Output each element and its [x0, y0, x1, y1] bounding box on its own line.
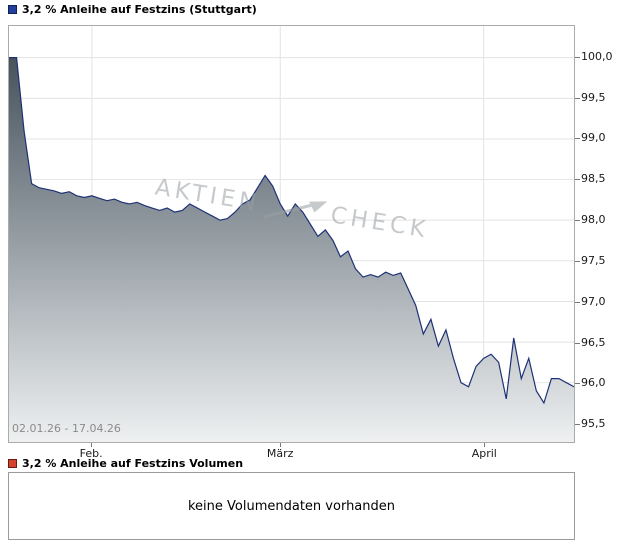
y-axis-label: 96,5: [581, 335, 606, 349]
y-axis-label: 98,5: [581, 172, 606, 186]
y-axis-tick: [575, 220, 580, 222]
y-axis-tick: [575, 138, 580, 140]
volume-message: keine Volumendaten vorhanden: [187, 498, 396, 514]
y-axis-label: 98,0: [581, 213, 606, 227]
y-axis-tick: [575, 260, 580, 262]
y-axis-tick: [575, 424, 580, 426]
date-range-label: 02.01.26 - 17.04.26: [12, 422, 121, 435]
x-axis-tick: [280, 443, 282, 447]
y-axis-label: 97,5: [581, 253, 606, 267]
price-chart: [9, 26, 574, 442]
volume-legend-label: 3,2 % Anleihe auf Festzins Volumen: [22, 457, 244, 470]
y-axis-label: 95,5: [581, 417, 606, 431]
y-axis-label: 99,0: [581, 131, 606, 145]
price-legend: 3,2 % Anleihe auf Festzins (Stuttgart): [8, 3, 257, 16]
x-axis-label: Feb.: [79, 447, 103, 460]
x-axis-label: März: [266, 447, 294, 460]
volume-legend-swatch: [8, 459, 17, 468]
y-axis-tick: [575, 383, 580, 385]
y-axis-label: 100,0: [581, 49, 613, 63]
x-axis-tick: [484, 443, 486, 447]
y-axis-label: 96,0: [581, 376, 606, 390]
y-axis-tick: [575, 342, 580, 344]
plot-area: AKTIEN CHECK 02.01.26 - 17.04.26: [8, 25, 575, 443]
volume-panel: keine Volumendaten vorhanden: [8, 472, 575, 540]
x-axis-tick: [91, 443, 93, 447]
volume-legend: 3,2 % Anleihe auf Festzins Volumen: [8, 457, 243, 470]
y-axis-tick: [575, 56, 580, 58]
price-legend-swatch: [8, 5, 17, 14]
y-axis-label: 99,5: [581, 90, 606, 104]
y-axis-label: 97,0: [581, 294, 606, 308]
y-axis-tick: [575, 301, 580, 303]
price-legend-label: 3,2 % Anleihe auf Festzins (Stuttgart): [22, 3, 257, 16]
y-axis-tick: [575, 179, 580, 181]
x-axis-label: April: [471, 447, 497, 460]
y-axis-tick: [575, 97, 580, 99]
